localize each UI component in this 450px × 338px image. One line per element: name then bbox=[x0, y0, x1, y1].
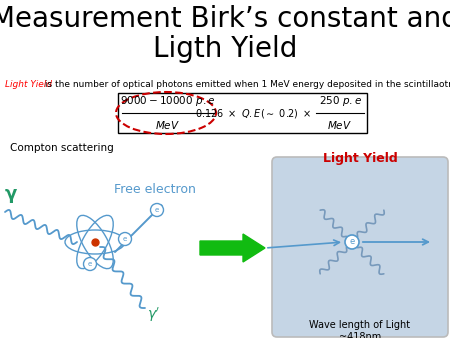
Text: is the number of optical photons emitted when 1 MeV energy deposited in the scin: is the number of optical photons emitted… bbox=[42, 80, 450, 89]
Text: Ligth Yield: Ligth Yield bbox=[153, 35, 297, 63]
Text: Free electron: Free electron bbox=[114, 183, 196, 196]
Circle shape bbox=[84, 258, 96, 270]
Text: e: e bbox=[123, 236, 127, 242]
Bar bbox=[118, 93, 367, 133]
Text: Light Yield: Light Yield bbox=[323, 152, 397, 165]
Text: Wave length of Light
~418nm: Wave length of Light ~418nm bbox=[310, 320, 410, 338]
Text: Light Yield: Light Yield bbox=[5, 80, 52, 89]
Text: $250\ p.e$: $250\ p.e$ bbox=[319, 94, 361, 108]
Text: Measurement Birk’s constant and: Measurement Birk’s constant and bbox=[0, 5, 450, 33]
Text: e: e bbox=[88, 261, 92, 267]
Text: $0.126\ \times\ Q.E(\sim\ 0.2)\ \times$: $0.126\ \times\ Q.E(\sim\ 0.2)\ \times$ bbox=[195, 106, 311, 120]
Text: Compton scattering: Compton scattering bbox=[10, 143, 114, 153]
Text: $\mathbf{\gamma}$: $\mathbf{\gamma}$ bbox=[4, 187, 18, 205]
FancyBboxPatch shape bbox=[272, 157, 448, 337]
Text: e: e bbox=[349, 238, 355, 246]
Text: $MeV$: $MeV$ bbox=[156, 119, 180, 131]
Text: $9000-10000\ p.e$: $9000-10000\ p.e$ bbox=[120, 94, 216, 108]
Text: e: e bbox=[155, 207, 159, 213]
Text: $MeV$: $MeV$ bbox=[328, 119, 352, 131]
Circle shape bbox=[118, 233, 131, 245]
FancyArrow shape bbox=[200, 234, 265, 262]
Circle shape bbox=[345, 235, 359, 249]
Circle shape bbox=[150, 203, 163, 217]
Text: $\gamma'$: $\gamma'$ bbox=[147, 306, 160, 324]
